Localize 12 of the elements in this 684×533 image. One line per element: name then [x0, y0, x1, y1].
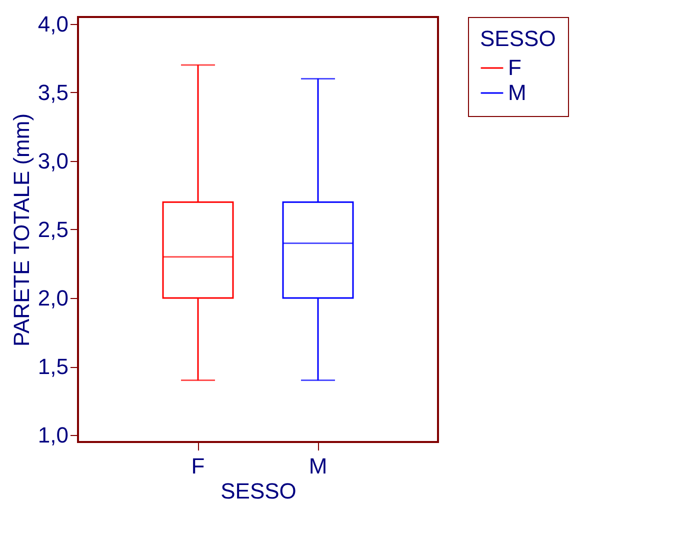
y-tick-label: 1,0 — [38, 422, 68, 448]
y-tick-label: 3,0 — [38, 148, 68, 174]
legend-title: SESSO — [480, 26, 556, 51]
y-tick-label: 1,5 — [38, 354, 68, 380]
y-tick-label: 2,0 — [38, 286, 68, 311]
legend-label: M — [508, 80, 526, 105]
y-tick-label: 4,0 — [38, 11, 68, 36]
y-tick-label: 2,5 — [38, 217, 68, 242]
x-axis-title: SESSO — [220, 478, 296, 504]
legend-label: F — [508, 55, 522, 80]
y-axis-title: PARETE TOTALE (mm) — [8, 113, 34, 347]
y-tick-label: 3,5 — [38, 80, 68, 105]
